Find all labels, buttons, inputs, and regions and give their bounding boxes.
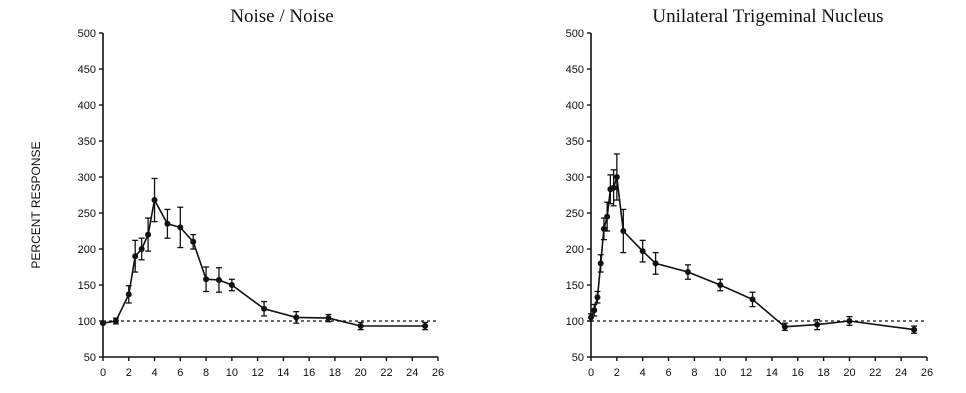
x-tick-label: 4 — [640, 367, 646, 379]
data-point — [293, 314, 300, 321]
x-tick-label: 18 — [329, 367, 341, 379]
x-tick-label: 2 — [614, 367, 620, 379]
y-tick-label: 500 — [566, 28, 584, 40]
y-tick-label: 350 — [566, 136, 584, 148]
x-tick-label: 14 — [277, 367, 289, 379]
y-tick-label: 250 — [566, 208, 584, 220]
y-tick-label: 200 — [566, 244, 584, 256]
y-tick-label: 450 — [78, 64, 96, 76]
data-point — [164, 220, 171, 227]
data-point — [100, 320, 106, 327]
x-tick-label: 20 — [355, 367, 367, 379]
data-point — [203, 276, 210, 283]
data-point — [357, 323, 364, 330]
data-point — [190, 238, 197, 245]
data-point — [814, 321, 821, 328]
x-tick-label: 6 — [665, 367, 671, 379]
data-point — [652, 260, 659, 267]
data-point — [125, 291, 132, 298]
x-tick-label: 20 — [843, 367, 855, 379]
y-tick-label: 100 — [566, 316, 584, 328]
y-tick-label: 350 — [78, 136, 96, 148]
data-point — [228, 282, 235, 288]
data-point — [177, 224, 184, 231]
x-tick-label: 24 — [895, 367, 907, 379]
x-tick-label: 10 — [714, 367, 726, 379]
data-point — [604, 213, 611, 220]
data-point — [781, 323, 788, 330]
data-point — [594, 294, 601, 301]
chart-title: Noise / Noise — [230, 6, 333, 27]
x-tick-label: 16 — [792, 367, 804, 379]
data-point — [215, 276, 222, 283]
data-point — [325, 315, 332, 322]
data-point — [422, 323, 429, 330]
x-tick-label: 16 — [303, 367, 315, 379]
data-point — [597, 260, 604, 267]
data-point — [684, 269, 691, 276]
x-tick-label: 4 — [151, 367, 157, 379]
data-point — [138, 246, 145, 252]
data-point — [846, 318, 853, 324]
y-tick-label: 200 — [78, 244, 96, 256]
data-point — [151, 197, 158, 204]
data-point — [591, 307, 598, 314]
series-line — [102, 197, 426, 327]
data-point — [588, 314, 594, 321]
data-point — [911, 326, 918, 333]
x-tick-label: 8 — [691, 367, 697, 379]
data-point — [717, 282, 724, 288]
data-point — [132, 253, 139, 260]
y-tick-label: 250 — [78, 208, 96, 220]
y-tick-label: 400 — [78, 100, 96, 112]
y-tick-label: 100 — [78, 316, 96, 328]
x-tick-label: 12 — [251, 367, 263, 379]
x-tick-label: 22 — [380, 367, 392, 379]
chart-panel-trigeminal: Unilateral Trigeminal Nucleus50100150200… — [566, 6, 933, 379]
x-tick-label: 26 — [432, 367, 444, 379]
x-tick-label: 6 — [177, 367, 183, 379]
x-tick-label: 0 — [588, 367, 594, 379]
data-point — [261, 305, 268, 312]
x-tick-label: 2 — [126, 367, 132, 379]
data-point — [145, 231, 152, 238]
data-point — [749, 296, 756, 303]
data-point — [620, 228, 627, 234]
x-tick-label: 8 — [203, 367, 209, 379]
y-tick-label: 300 — [78, 172, 96, 184]
x-tick-label: 26 — [921, 367, 933, 379]
chart-title: Unilateral Trigeminal Nucleus — [652, 6, 883, 27]
data-point — [639, 248, 646, 255]
x-tick-label: 10 — [226, 367, 238, 379]
y-tick-label: 50 — [84, 352, 96, 364]
y-tick-label: 300 — [566, 172, 584, 184]
x-tick-label: 14 — [766, 367, 778, 379]
x-tick-label: 18 — [817, 367, 829, 379]
data-point — [112, 318, 119, 324]
y-tick-label: 150 — [78, 280, 96, 292]
data-point — [610, 184, 617, 191]
y-tick-label: 400 — [566, 100, 584, 112]
y-axis-label: PERCENT RESPONSE — [29, 141, 43, 268]
y-tick-label: 50 — [572, 352, 584, 364]
data-point — [613, 174, 620, 180]
data-point — [600, 225, 607, 232]
x-tick-label: 0 — [100, 367, 106, 379]
x-tick-label: 22 — [869, 367, 881, 379]
chart-panel-noise: Noise / Noise501001502002503003504004505… — [78, 6, 444, 379]
x-tick-label: 24 — [406, 367, 418, 379]
y-tick-label: 500 — [78, 28, 96, 40]
x-tick-label: 12 — [740, 367, 752, 379]
y-tick-label: 150 — [566, 280, 584, 292]
y-tick-label: 450 — [566, 64, 584, 76]
